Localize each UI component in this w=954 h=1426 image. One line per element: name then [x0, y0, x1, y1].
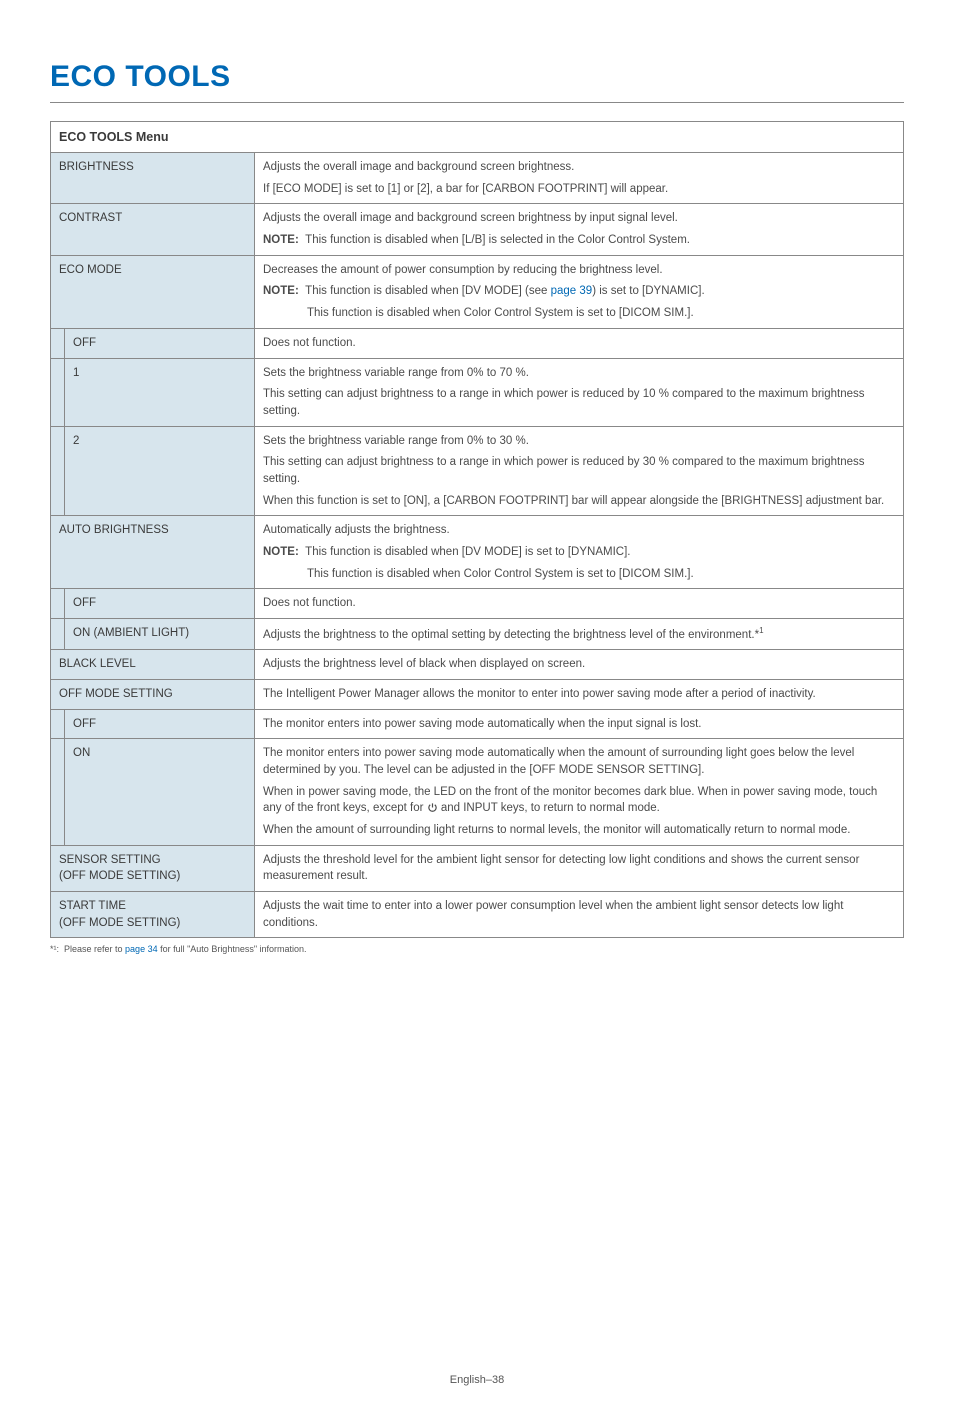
text: When the amount of surrounding light ret…: [263, 822, 895, 839]
row-label: ON: [65, 739, 255, 845]
text-b: and INPUT keys, to return to normal mode…: [438, 802, 660, 814]
note-text-a-post: ) is set to [DYNAMIC].: [592, 285, 704, 297]
note: NOTE: This function is disabled when [DV…: [263, 544, 895, 561]
note-text: This function is disabled when [L/B] is …: [305, 234, 690, 246]
row-desc: Adjusts the brightness to the optimal se…: [255, 618, 904, 650]
note-text-a-pre: This function is disabled when [DV MODE]…: [305, 285, 550, 297]
row-label: START TIME (OFF MODE SETTING): [51, 892, 255, 938]
row-start-time: START TIME (OFF MODE SETTING) Adjusts th…: [51, 892, 904, 938]
row-label: AUTO BRIGHTNESS: [51, 516, 255, 589]
page-title: ECO TOOLS: [50, 60, 904, 94]
row-desc: Adjusts the brightness level of black wh…: [255, 650, 904, 680]
row-black-level: BLACK LEVEL Adjusts the brightness level…: [51, 650, 904, 680]
row-desc: The Intelligent Power Manager allows the…: [255, 680, 904, 710]
row-ab-on: ON (AMBIENT LIGHT) Adjusts the brightnes…: [51, 618, 904, 650]
text: Decreases the amount of power consumptio…: [263, 262, 895, 279]
row-spacer: [51, 328, 65, 358]
text: This setting can adjust brightness to a …: [263, 454, 895, 487]
row-desc: Sets the brightness variable range from …: [255, 426, 904, 516]
note-text-b: This function is disabled when Color Con…: [263, 566, 895, 583]
row-contrast: CONTRAST Adjusts the overall image and b…: [51, 204, 904, 255]
text: Adjusts the brightness to the optimal se…: [263, 629, 759, 641]
note-line: This function is disabled when Color Con…: [263, 566, 895, 583]
row-desc: Adjusts the wait time to enter into a lo…: [255, 892, 904, 938]
row-spacer: [51, 426, 65, 516]
row-label: BLACK LEVEL: [51, 650, 255, 680]
row-auto-brightness: AUTO BRIGHTNESS Automatically adjusts th…: [51, 516, 904, 589]
row-eco-off: OFF Does not function.: [51, 328, 904, 358]
row-desc: Sets the brightness variable range from …: [255, 358, 904, 426]
row-label: BRIGHTNESS: [51, 153, 255, 204]
row-eco-2: 2 Sets the brightness variable range fro…: [51, 426, 904, 516]
text: Adjusts the overall image and background…: [263, 159, 895, 176]
eco-tools-table: ECO TOOLS Menu BRIGHTNESS Adjusts the ov…: [50, 121, 904, 938]
row-label: 2: [65, 426, 255, 516]
row-label: 1: [65, 358, 255, 426]
row-desc: The monitor enters into power saving mod…: [255, 739, 904, 845]
row-off-mode-setting: OFF MODE SETTING The Intelligent Power M…: [51, 680, 904, 710]
text: This setting can adjust brightness to a …: [263, 386, 895, 419]
row-desc: Does not function.: [255, 328, 904, 358]
row-spacer: [51, 358, 65, 426]
row-desc: Automatically adjusts the brightness. NO…: [255, 516, 904, 589]
text: Sets the brightness variable range from …: [263, 365, 895, 382]
row-label: OFF: [65, 589, 255, 619]
row-desc: Adjusts the overall image and background…: [255, 204, 904, 255]
page-link[interactable]: page 39: [551, 285, 593, 297]
text: If [ECO MODE] is set to [1] or [2], a ba…: [263, 181, 895, 198]
row-label: CONTRAST: [51, 204, 255, 255]
row-label: OFF MODE SETTING: [51, 680, 255, 710]
row-label: ON (AMBIENT LIGHT): [65, 618, 255, 650]
row-desc: Adjusts the overall image and background…: [255, 153, 904, 204]
row-sensor-setting: SENSOR SETTING (OFF MODE SETTING) Adjust…: [51, 845, 904, 891]
row-oms-off: OFF The monitor enters into power saving…: [51, 709, 904, 739]
note-label: NOTE:: [263, 546, 299, 558]
row-eco-mode: ECO MODE Decreases the amount of power c…: [51, 255, 904, 328]
footnote: *¹: Please refer to page 34 for full "Au…: [50, 944, 904, 954]
row-spacer: [51, 739, 65, 845]
text: The monitor enters into power saving mod…: [263, 745, 895, 778]
row-spacer: [51, 618, 65, 650]
title-divider: [50, 102, 904, 103]
note-label: NOTE:: [263, 234, 299, 246]
row-desc: The monitor enters into power saving mod…: [255, 709, 904, 739]
row-eco-1: 1 Sets the brightness variable range fro…: [51, 358, 904, 426]
row-ab-off: OFF Does not function.: [51, 589, 904, 619]
row-spacer: [51, 709, 65, 739]
note-text-a: This function is disabled when [DV MODE]…: [305, 546, 630, 558]
page-link[interactable]: page 34: [125, 944, 158, 954]
row-oms-on: ON The monitor enters into power saving …: [51, 739, 904, 845]
text: When this function is set to [ON], a [CA…: [263, 493, 895, 510]
note: NOTE: This function is disabled when [L/…: [263, 232, 895, 249]
row-label: OFF: [65, 709, 255, 739]
text: When in power saving mode, the LED on th…: [263, 784, 895, 817]
table-header-row: ECO TOOLS Menu: [51, 122, 904, 153]
note-line: This function is disabled when Color Con…: [263, 305, 895, 322]
row-spacer: [51, 589, 65, 619]
text: Sets the brightness variable range from …: [263, 433, 895, 450]
row-label: ECO MODE: [51, 255, 255, 328]
note: NOTE: This function is disabled when [DV…: [263, 283, 895, 300]
text: Automatically adjusts the brightness.: [263, 522, 895, 539]
note-label: NOTE:: [263, 285, 299, 297]
row-label: OFF: [65, 328, 255, 358]
text: Adjusts the overall image and background…: [263, 210, 895, 227]
row-label: SENSOR SETTING (OFF MODE SETTING): [51, 845, 255, 891]
note-text-b: This function is disabled when Color Con…: [263, 305, 895, 322]
row-brightness: BRIGHTNESS Adjusts the overall image and…: [51, 153, 904, 204]
power-icon: [427, 802, 438, 813]
menu-header: ECO TOOLS Menu: [51, 122, 904, 153]
row-desc: Decreases the amount of power consumptio…: [255, 255, 904, 328]
row-desc: Does not function.: [255, 589, 904, 619]
page-footer: English–38: [50, 1374, 904, 1386]
footnote-ref: 1: [759, 626, 763, 635]
row-desc: Adjusts the threshold level for the ambi…: [255, 845, 904, 891]
